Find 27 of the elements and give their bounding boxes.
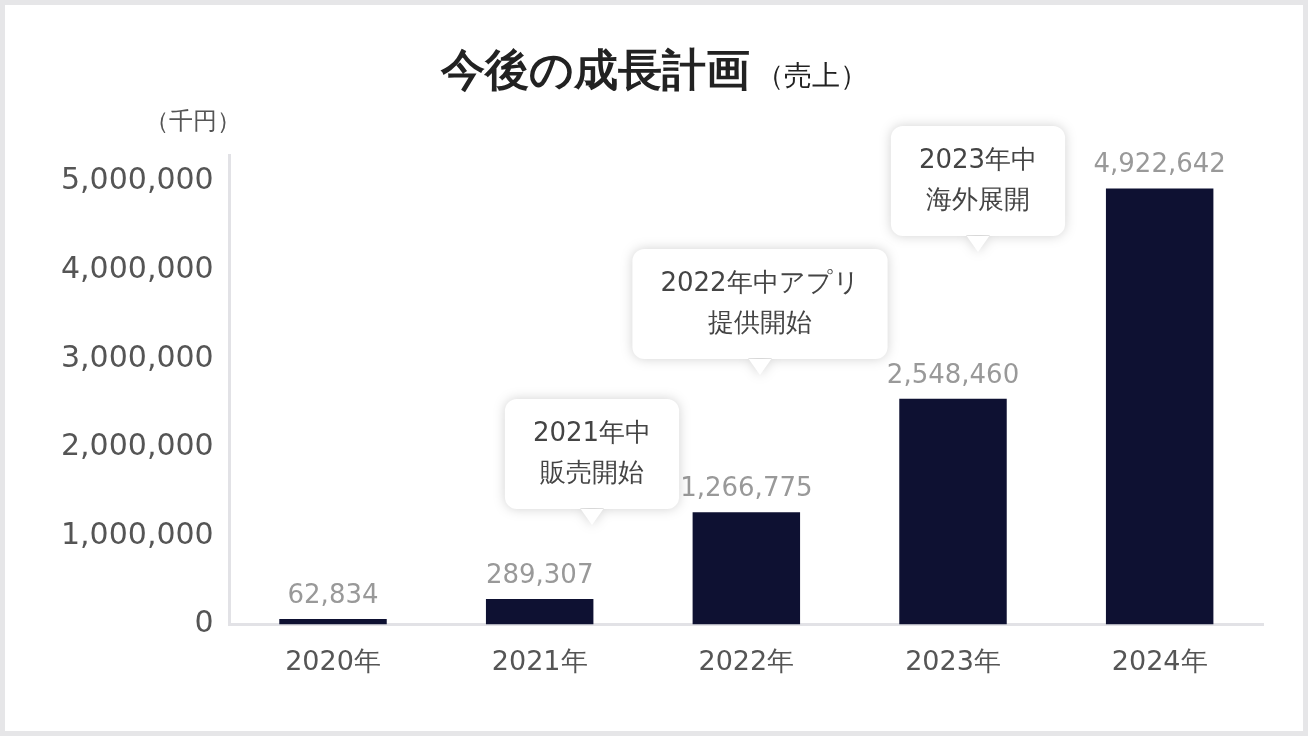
data-label: 1,266,775 (680, 472, 813, 503)
y-axis-title: （千円） (145, 106, 241, 137)
x-tick-label: 2021年 (491, 644, 588, 676)
y-tick-label: 5,000,000 (60, 161, 214, 197)
bar (485, 598, 594, 625)
annotation: 2021年中販売開始 (532, 416, 652, 487)
y-tick-label: 2,000,000 (60, 427, 214, 463)
data-label: 289,307 (485, 558, 594, 589)
y-tick-label: 3,000,000 (60, 338, 214, 374)
bar (279, 619, 387, 625)
y-tick-label: 0 (194, 604, 214, 640)
data-label: 62,834 (287, 578, 379, 609)
data-label: 4,922,642 (1093, 148, 1226, 179)
chart-subtitle: （売上） (755, 59, 868, 92)
y-tick-label: 4,000,000 (60, 249, 214, 285)
annotation: 2022年中アプリ提供開始 (660, 266, 860, 337)
x-tick-label: 2024年 (1111, 644, 1208, 676)
chart-title: 今後の成長計画 (440, 44, 750, 95)
x-tick-label: 2023年 (905, 644, 1001, 676)
bar (692, 512, 801, 625)
data-label: 2,548,460 (886, 358, 1020, 389)
x-tick-label: 2022年 (698, 644, 795, 676)
annotation: 2023年中海外展開 (918, 143, 1038, 214)
bar (1105, 188, 1214, 625)
bar (899, 398, 1007, 625)
x-tick-label: 2020年 (285, 644, 381, 676)
y-tick-label: 1,000,000 (60, 515, 214, 551)
